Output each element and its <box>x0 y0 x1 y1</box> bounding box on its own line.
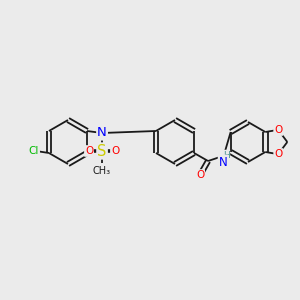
Text: O: O <box>111 146 119 156</box>
Text: H: H <box>223 151 230 160</box>
Text: CH₃: CH₃ <box>93 166 111 176</box>
Text: O: O <box>85 146 93 156</box>
Text: S: S <box>98 143 107 158</box>
Text: N: N <box>219 155 227 169</box>
Text: O: O <box>196 170 204 180</box>
Text: N: N <box>97 127 107 140</box>
Text: Cl: Cl <box>29 146 39 156</box>
Text: O: O <box>274 149 282 159</box>
Text: O: O <box>274 125 282 135</box>
